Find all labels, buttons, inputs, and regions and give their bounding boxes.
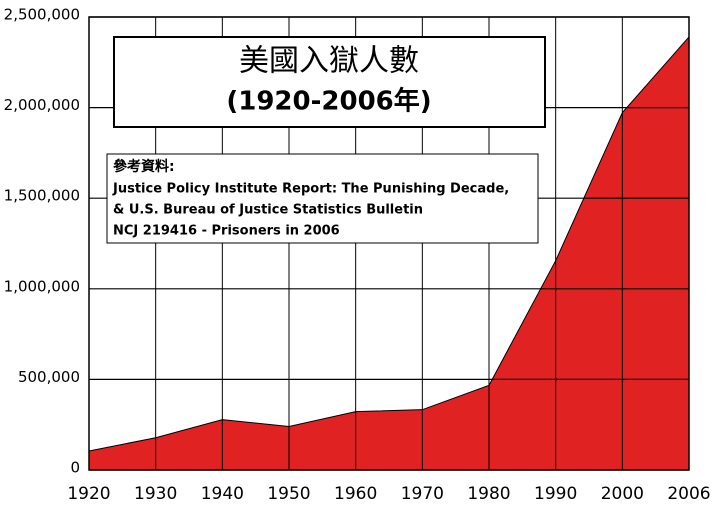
source-heading: 參考資料: (113, 158, 175, 175)
x-tick-label: 2000 (601, 484, 644, 504)
source-line: & U.S. Bureau of Justice Statistics Bull… (113, 203, 423, 218)
x-tick-label: 1940 (201, 484, 244, 504)
source-line: Justice Policy Institute Report: The Pun… (112, 182, 509, 197)
x-tick-label: 1950 (267, 484, 310, 504)
y-tick-label: 1,000,000 (4, 277, 80, 295)
x-tick-label: 1960 (334, 484, 377, 504)
x-tick-label: 1990 (534, 484, 577, 504)
chart-subtitle: (1920-2006年) (226, 86, 431, 117)
y-tick-label: 1,500,000 (4, 187, 80, 205)
x-tick-label: 2006 (667, 484, 710, 504)
title-box (113, 36, 546, 128)
plot-border (88, 16, 690, 471)
source-line: NCJ 219416 - Prisoners in 2006 (113, 224, 340, 239)
y-tick-label: 2,000,000 (4, 96, 80, 114)
chart-title: 美國入獄人數 (239, 44, 419, 79)
y-tick-label: 2,500,000 (4, 6, 80, 24)
x-tick-label: 1920 (67, 484, 110, 504)
x-tick-label: 1980 (467, 484, 510, 504)
y-tick-label: 0 (70, 459, 80, 477)
source-box (106, 153, 539, 244)
x-tick-label: 1930 (134, 484, 177, 504)
y-tick-label: 500,000 (18, 368, 80, 386)
x-tick-label: 1970 (401, 484, 444, 504)
